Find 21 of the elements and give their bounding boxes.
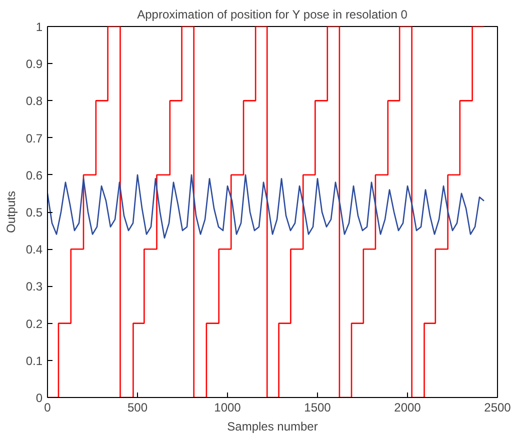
x-tick-label: 2000	[394, 400, 422, 414]
chart-title: Approximation of position for Y pose in resolation 0	[137, 8, 408, 22]
x-tick-label: 0	[44, 400, 52, 414]
y-axis-title: Outputs	[4, 190, 18, 234]
y-tick-label: 0.2	[26, 316, 43, 331]
y-tick-label: 0	[36, 391, 43, 405]
y-tick-label: 0.8	[26, 94, 43, 108]
y-tick-label: 0.1	[26, 354, 43, 368]
x-tick-label: 1000	[214, 400, 242, 414]
line-series	[48, 174, 485, 239]
y-tick-label: 0.3	[26, 280, 43, 294]
x-axis-title: Samples number	[227, 420, 318, 434]
y-tick-label: 1	[36, 20, 43, 34]
y-tick-label: 0.9	[26, 57, 43, 72]
y-tick-label: 0.6	[26, 168, 43, 182]
y-tick-label: 0.4	[26, 242, 43, 257]
y-tick-label: 0.5	[26, 206, 43, 220]
x-tick-label: 2500	[484, 400, 512, 414]
x-tick-label: 500	[127, 400, 148, 414]
x-tick-label: 1500	[304, 400, 332, 414]
y-tick-label: 0.7	[26, 131, 43, 146]
